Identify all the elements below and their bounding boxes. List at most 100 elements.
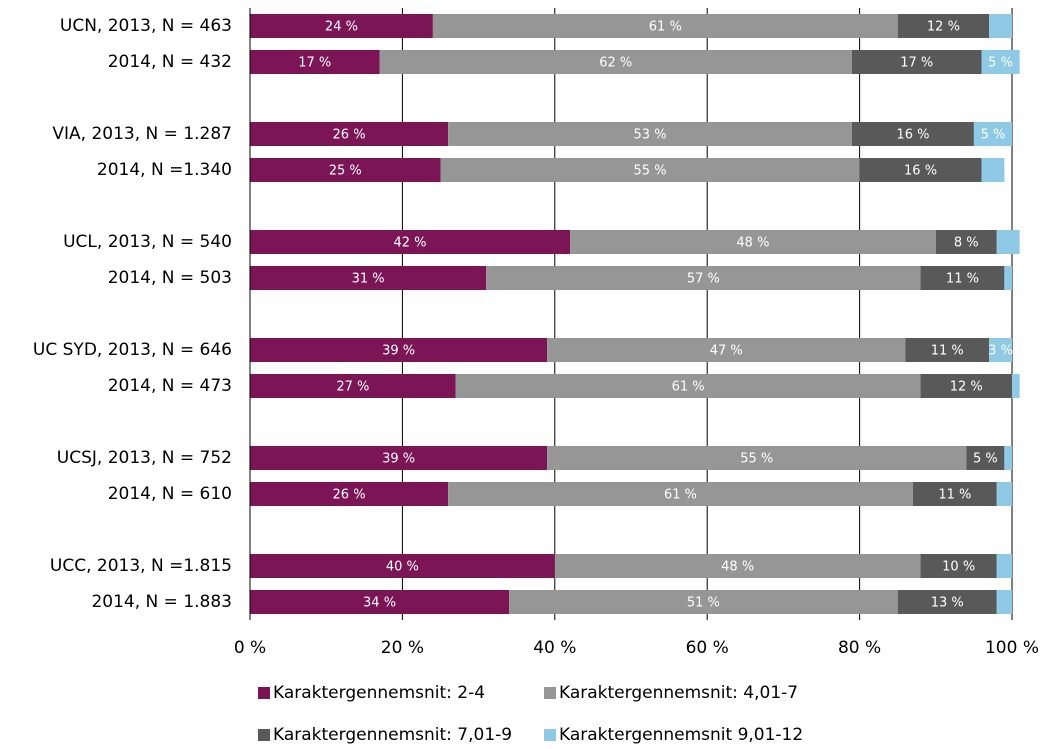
data-label: 24 % bbox=[325, 20, 358, 35]
legend-label: Karaktergennemsnit: 4,01-7 bbox=[559, 683, 798, 703]
data-label: 55 % bbox=[740, 452, 773, 467]
data-label: 12 % bbox=[927, 20, 960, 35]
bar-segment bbox=[996, 590, 1012, 614]
data-label: 13 % bbox=[931, 596, 964, 611]
bar-segment bbox=[996, 230, 1020, 254]
category-label: UCSJ, 2013, N = 752 bbox=[57, 448, 232, 468]
data-label: 11 % bbox=[946, 272, 979, 287]
data-label: 48 % bbox=[736, 236, 769, 251]
data-label: 55 % bbox=[634, 164, 667, 179]
bar-segment bbox=[250, 446, 548, 470]
data-label: 39 % bbox=[382, 452, 415, 467]
bar-segment bbox=[1004, 266, 1012, 290]
data-label: 5 % bbox=[973, 452, 998, 467]
data-label: 12 % bbox=[950, 380, 983, 395]
data-label: 62 % bbox=[599, 56, 632, 71]
bar-segment bbox=[455, 374, 921, 398]
bar-segment bbox=[1012, 374, 1020, 398]
legend-swatch bbox=[544, 729, 556, 741]
legend-label: Karaktergennemsnit: 2-4 bbox=[273, 683, 485, 703]
bar-segment bbox=[509, 590, 898, 614]
bar-segment bbox=[379, 50, 852, 74]
data-label: 61 % bbox=[649, 20, 682, 35]
x-tick-label: 80 % bbox=[838, 638, 881, 658]
category-label: 2014, N = 1.883 bbox=[91, 592, 232, 612]
legend-label: Karaktergennemsnit: 7,01-9 bbox=[273, 725, 512, 745]
bar-segment bbox=[859, 158, 982, 182]
bar-segment bbox=[973, 122, 1012, 146]
bar-segment bbox=[250, 122, 449, 146]
bar-segment bbox=[989, 338, 1012, 362]
bar-segment bbox=[250, 14, 433, 38]
category-label: 2014, N = 610 bbox=[108, 484, 232, 504]
bar-segment bbox=[996, 554, 1012, 578]
category-label: UCL, 2013, N = 540 bbox=[63, 232, 232, 252]
data-label: 26 % bbox=[333, 488, 366, 503]
bar-segment bbox=[432, 14, 898, 38]
data-label: 26 % bbox=[333, 128, 366, 143]
x-tick-label: 0 % bbox=[234, 638, 266, 658]
data-label: 16 % bbox=[896, 128, 929, 143]
data-label: 17 % bbox=[900, 56, 933, 71]
data-label: 53 % bbox=[634, 128, 667, 143]
bar-segment bbox=[897, 14, 990, 38]
data-label: 39 % bbox=[382, 344, 415, 359]
bar-segment bbox=[250, 338, 548, 362]
category-label: UCC, 2013, N =1.815 bbox=[50, 556, 232, 576]
bar-segment bbox=[486, 266, 921, 290]
bar-segment bbox=[981, 50, 1020, 74]
bar-segment bbox=[250, 590, 510, 614]
bar-segment bbox=[250, 554, 555, 578]
bar-segment bbox=[547, 446, 967, 470]
category-label: 2014, N = 473 bbox=[108, 376, 232, 396]
bar-segment bbox=[920, 266, 1005, 290]
data-label: 27 % bbox=[336, 380, 369, 395]
category-label: 2014, N =1.340 bbox=[97, 160, 232, 180]
bar-segment bbox=[250, 482, 449, 506]
bar-segment bbox=[448, 122, 852, 146]
bar-segment bbox=[905, 338, 990, 362]
data-label: 61 % bbox=[672, 380, 705, 395]
bar-segment bbox=[250, 158, 441, 182]
data-label: 61 % bbox=[664, 488, 697, 503]
bar-segment bbox=[448, 482, 913, 506]
data-label: 34 % bbox=[363, 596, 396, 611]
bar-segment bbox=[440, 158, 860, 182]
data-label: 42 % bbox=[394, 236, 427, 251]
bar-segment bbox=[250, 50, 380, 74]
bar-segment bbox=[570, 230, 936, 254]
data-label: 16 % bbox=[904, 164, 937, 179]
bar-segment bbox=[996, 482, 1012, 506]
bar-segment bbox=[1004, 446, 1012, 470]
data-label: 8 % bbox=[954, 236, 979, 251]
bar-segment bbox=[989, 14, 1012, 38]
data-label: 10 % bbox=[942, 560, 975, 575]
legend-swatch bbox=[544, 687, 556, 699]
bar-segment bbox=[851, 50, 982, 74]
bar-segment bbox=[912, 482, 997, 506]
bar-segment bbox=[981, 158, 1005, 182]
bar-segment bbox=[897, 590, 997, 614]
legend-label: Karaktergennemsnit 9,01-12 bbox=[559, 725, 803, 745]
category-label: VIA, 2013, N = 1.287 bbox=[52, 124, 232, 144]
bar-segment bbox=[920, 374, 1012, 398]
bar-segment bbox=[250, 266, 487, 290]
x-tick-label: 40 % bbox=[533, 638, 576, 658]
data-label: 17 % bbox=[298, 56, 331, 71]
data-label: 5 % bbox=[981, 128, 1006, 143]
bar-segment bbox=[935, 230, 997, 254]
legend-swatch bbox=[258, 687, 270, 699]
data-label: 3 % bbox=[988, 344, 1013, 359]
bar-segment bbox=[547, 338, 906, 362]
bar-segment bbox=[554, 554, 921, 578]
data-label: 25 % bbox=[329, 164, 362, 179]
data-label: 11 % bbox=[931, 344, 964, 359]
data-label: 11 % bbox=[938, 488, 971, 503]
data-label: 47 % bbox=[710, 344, 743, 359]
x-tick-label: 100 % bbox=[985, 638, 1039, 658]
category-label: 2014, N = 503 bbox=[108, 268, 232, 288]
bar-segment bbox=[250, 374, 456, 398]
category-label: UCN, 2013, N = 463 bbox=[60, 16, 232, 36]
category-label: UC SYD, 2013, N = 646 bbox=[33, 340, 232, 360]
legend-swatch bbox=[258, 729, 270, 741]
